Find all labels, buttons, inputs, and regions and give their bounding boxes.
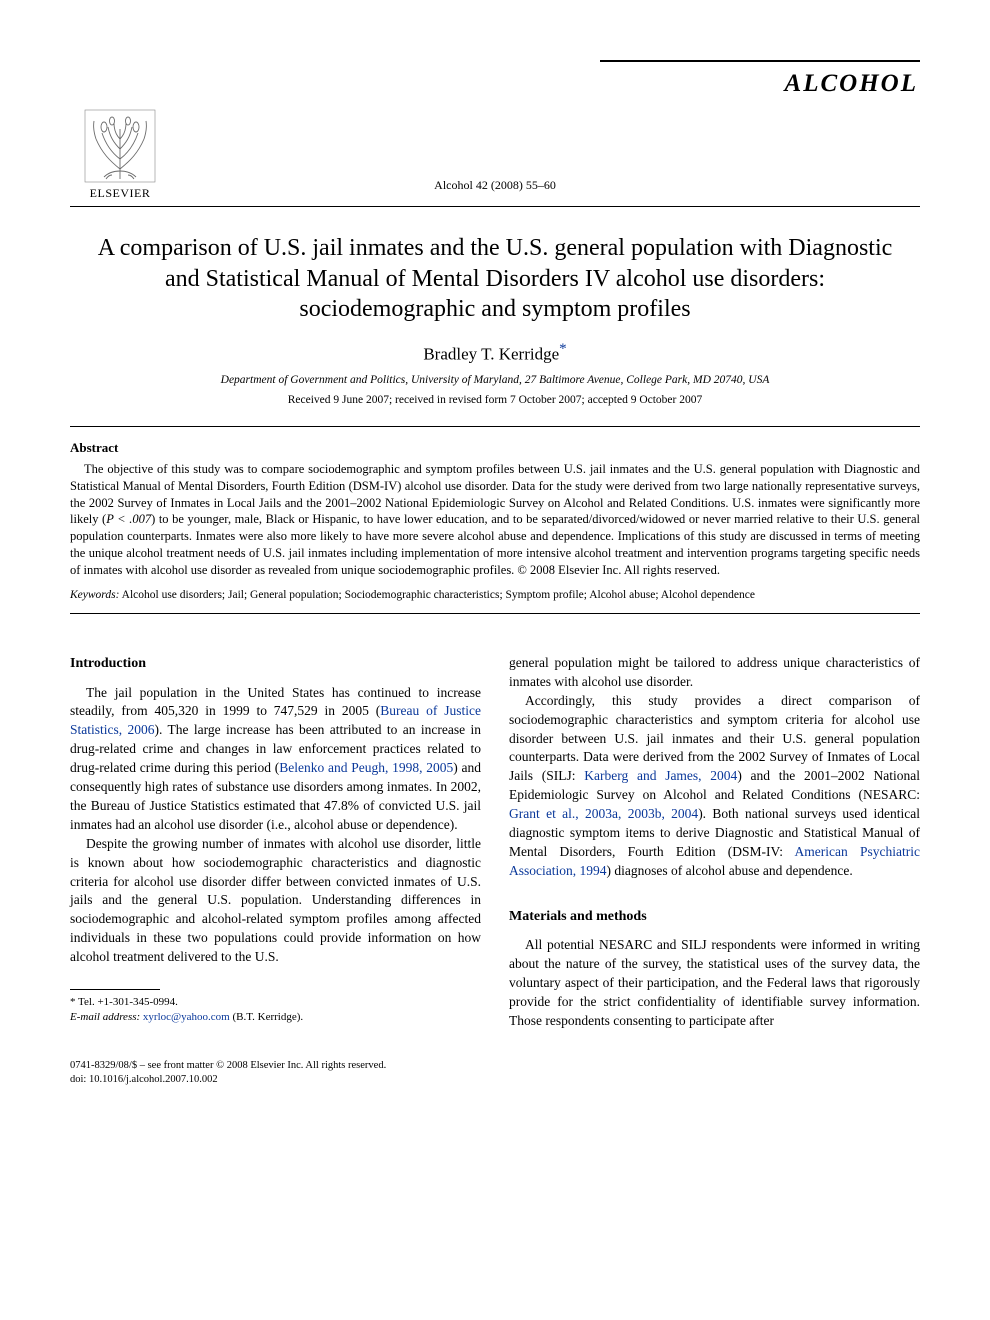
page-header: ALCOHOL ELSEV bbox=[70, 60, 920, 207]
footnote-email-label: E-mail address: bbox=[70, 1011, 140, 1023]
footnote-tel: * Tel. bbox=[70, 996, 97, 1008]
abstract-text-2: ) to be younger, male, Black or Hispanic… bbox=[70, 512, 920, 577]
introduction-heading: Introduction bbox=[70, 654, 481, 674]
footnote-tel-number: +1-301-345-0994. bbox=[97, 996, 177, 1008]
citation-line: Alcohol 42 (2008) 55–60 bbox=[170, 177, 820, 202]
abstract-heading: Abstract bbox=[70, 439, 920, 457]
author-marker: * bbox=[559, 341, 567, 357]
journal-name: ALCOHOL bbox=[70, 66, 920, 101]
intro-paragraph-1: The jail population in the United States… bbox=[70, 684, 481, 835]
keywords-label: Keywords: bbox=[70, 589, 119, 601]
footer-doi: doi: 10.1016/j.alcohol.2007.10.002 bbox=[70, 1073, 920, 1087]
intro-p2-text: Despite the growing number of inmates wi… bbox=[70, 836, 481, 964]
header-rule bbox=[70, 206, 920, 207]
abstract-rule-bottom bbox=[70, 613, 920, 614]
abstract-body: The objective of this study was to compa… bbox=[70, 461, 920, 579]
col2-paragraph-2: Accordingly, this study provides a direc… bbox=[509, 692, 920, 881]
abstract-rule-top bbox=[70, 426, 920, 427]
abstract-pval: P < .007 bbox=[106, 512, 151, 526]
keywords-line: Keywords: Alcohol use disorders; Jail; G… bbox=[70, 587, 920, 603]
author-line: Bradley T. Kerridge* bbox=[70, 339, 920, 366]
citation-link[interactable]: Grant et al., 2003a, 2003b, 2004 bbox=[509, 806, 698, 821]
page-footer: 0741-8329/08/$ – see front matter © 2008… bbox=[70, 1059, 920, 1087]
body-columns: Introduction The jail population in the … bbox=[70, 654, 920, 1031]
footnote-email-tail: (B.T. Kerridge). bbox=[230, 1011, 303, 1023]
article-title: A comparison of U.S. jail inmates and th… bbox=[80, 233, 910, 325]
footnote-separator bbox=[70, 989, 160, 990]
keywords-text: Alcohol use disorders; Jail; General pop… bbox=[119, 589, 755, 601]
footnote-email-link[interactable]: xyrloc@yahoo.com bbox=[143, 1011, 230, 1023]
publisher-name: ELSEVIER bbox=[90, 185, 151, 202]
intro-paragraph-2: Despite the growing number of inmates wi… bbox=[70, 835, 481, 967]
publisher-block: ELSEVIER bbox=[70, 109, 170, 202]
affiliation: Department of Government and Politics, U… bbox=[70, 372, 920, 388]
article-dates: Received 9 June 2007; received in revise… bbox=[70, 392, 920, 408]
mm-paragraph-1: All potential NESARC and SILJ respondent… bbox=[509, 936, 920, 1030]
mm-p1-text: All potential NESARC and SILJ respondent… bbox=[509, 937, 920, 1028]
author-name: Bradley T. Kerridge bbox=[423, 345, 559, 364]
citation-link[interactable]: Belenko and Peugh, 1998, 2005 bbox=[279, 760, 453, 775]
footer-copyright: 0741-8329/08/$ – see front matter © 2008… bbox=[70, 1059, 920, 1073]
corresponding-footnote: * Tel. +1-301-345-0994. E-mail address: … bbox=[70, 995, 481, 1025]
col2-p1-text: general population might be tailored to … bbox=[509, 655, 920, 689]
journal-rule bbox=[600, 60, 920, 62]
col2-p2-text-d: ) diagnoses of alcohol abuse and depende… bbox=[607, 863, 853, 878]
materials-methods-heading: Materials and methods bbox=[509, 907, 920, 927]
elsevier-logo-icon bbox=[84, 109, 156, 183]
col2-paragraph-1: general population might be tailored to … bbox=[509, 654, 920, 692]
citation-link[interactable]: Karberg and James, 2004 bbox=[584, 768, 737, 783]
